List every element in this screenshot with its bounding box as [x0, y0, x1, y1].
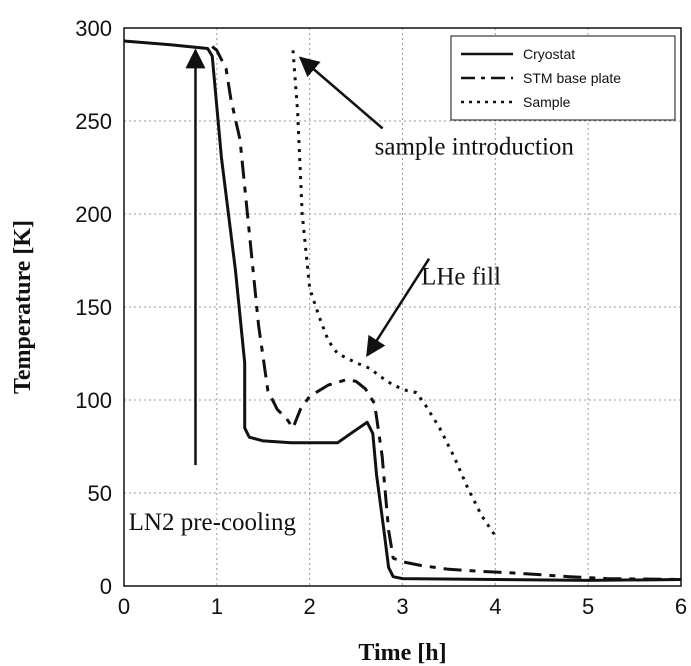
annotation-arrow-sample-introduction	[298, 56, 384, 130]
annotations: sample introduction LHe fill LN2 pre-cooli…	[129, 48, 575, 536]
x-tick-label: 3	[396, 594, 408, 619]
series-line-sample	[291, 50, 497, 537]
x-tick-label: 6	[675, 594, 687, 619]
legend-label-cryostat: Cryostat	[523, 46, 575, 62]
annotation-lhe-fill: LHe fill	[421, 264, 501, 291]
grid-lines	[124, 28, 681, 586]
series-lines	[123, 39, 682, 582]
x-tick-label: 1	[211, 594, 223, 619]
x-tick-label: 5	[582, 594, 594, 619]
legend: Cryostat STM base plate Sample	[450, 35, 676, 121]
legend-box	[450, 35, 676, 121]
annotation-arrow-lhe-fill	[366, 258, 431, 358]
y-tick-label: 0	[100, 574, 112, 599]
y-tick-label: 150	[75, 295, 112, 320]
plot-frame	[123, 27, 682, 587]
y-tick-label: 50	[88, 481, 112, 506]
legend-label-sample: Sample	[523, 94, 571, 110]
y-tick-label: 100	[75, 388, 112, 413]
y-tick-label: 250	[75, 109, 112, 134]
series-line-stm-base-plate	[211, 45, 682, 581]
y-axis-title: Temperature [K]	[10, 220, 36, 394]
x-tick-label: 0	[118, 594, 130, 619]
x-tick-label: 2	[304, 594, 316, 619]
x-tick-label: 4	[489, 594, 501, 619]
annotation-sample-introduction: sample introduction	[375, 133, 575, 160]
y-tick-label: 300	[75, 16, 112, 41]
tick-labels: 0 1 2 3 4 5 6 0 50 100 150 200 250 300	[75, 16, 687, 619]
x-axis-title: Time [h]	[358, 640, 446, 666]
y-tick-label: 200	[75, 202, 112, 227]
legend-label-stm-base-plate: STM base plate	[523, 70, 621, 86]
annotation-ln2-pre-cooling: LN2 pre-cooling	[129, 509, 297, 536]
series-line-cryostat	[123, 39, 682, 582]
